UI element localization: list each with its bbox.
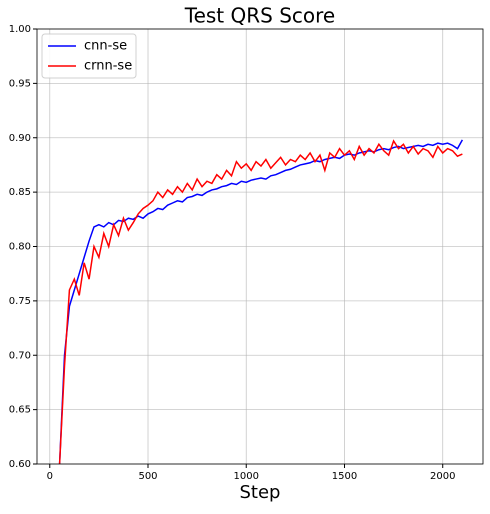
- x-tick-label: 1500: [332, 471, 357, 482]
- y-tick-label: 0.65: [9, 405, 31, 416]
- x-axis-label: Step: [240, 482, 281, 503]
- y-tick-label: 0.75: [9, 296, 31, 307]
- y-tick-label: 0.80: [9, 242, 31, 253]
- x-tick-label: 2000: [430, 471, 455, 482]
- x-tick-label: 1000: [234, 471, 259, 482]
- y-tick-label: 0.60: [9, 459, 31, 470]
- y-tick-label: 0.90: [9, 133, 31, 144]
- legend-label: cnn-se: [84, 39, 127, 54]
- legend-label: crnn-se: [84, 59, 132, 74]
- y-tick-label: 1.00: [9, 24, 31, 35]
- y-tick-label: 0.95: [9, 78, 31, 89]
- series-line: [58, 139, 464, 464]
- x-tick-label: 500: [138, 471, 157, 482]
- y-tick-label: 0.85: [9, 187, 31, 198]
- plot-frame: [36, 28, 484, 465]
- x-tick-label: 0: [47, 471, 53, 482]
- chart-title: Test QRS Score: [184, 4, 335, 28]
- series-line: [58, 139, 463, 464]
- legend-box: [41, 33, 137, 79]
- y-tick-label: 0.70: [9, 350, 31, 361]
